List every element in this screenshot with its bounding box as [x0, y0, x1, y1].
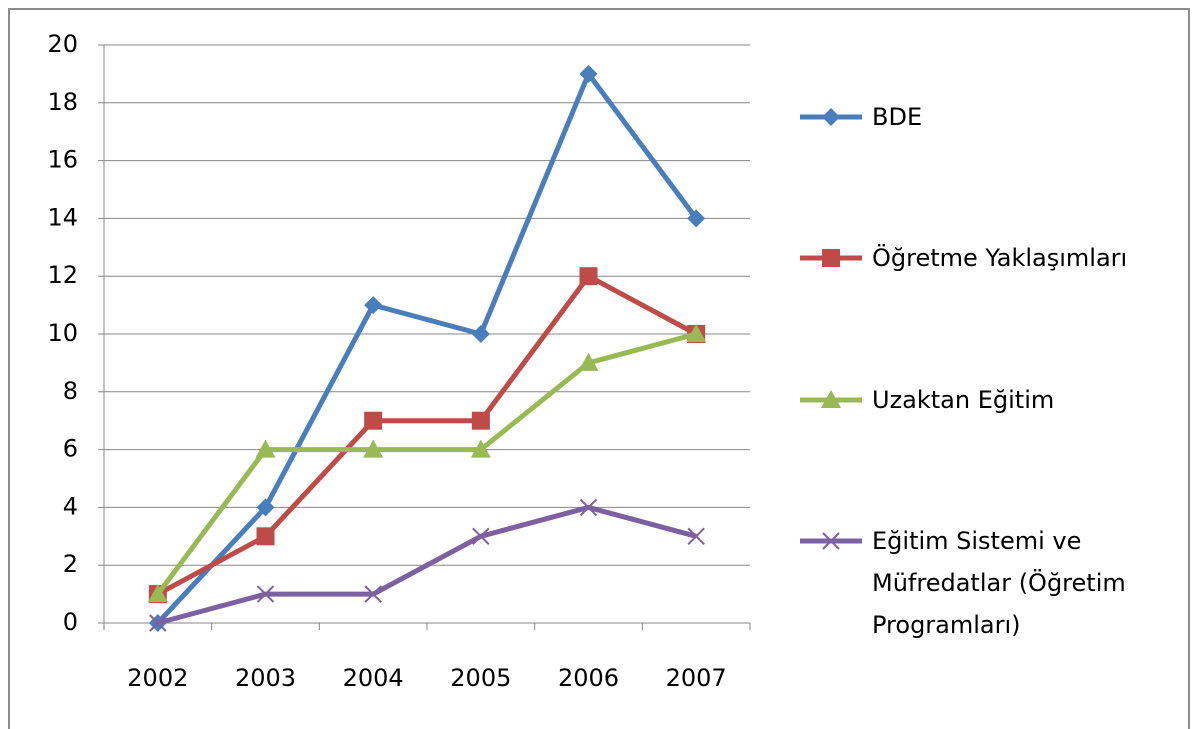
data-point: [255, 439, 276, 458]
x-tick-label: 2003: [235, 664, 296, 692]
data-point: [147, 584, 168, 603]
series-line: [155, 331, 697, 596]
data-point: [256, 527, 275, 546]
data-point: [149, 614, 167, 632]
data-point: [256, 498, 275, 517]
series-line: [156, 273, 698, 597]
x-tick-label: 2002: [127, 664, 188, 692]
legend-marker: [822, 249, 840, 267]
x-tick-label: 2006: [558, 664, 619, 692]
y-tick-label: 10: [47, 319, 78, 347]
data-point: [686, 324, 707, 342]
legend-label: Eğitim Sistemi ve Müfredatlar (Öğretim P…: [872, 527, 1126, 639]
data-point: [364, 296, 383, 315]
chart-frame: [8, 8, 1190, 729]
data-point: [579, 498, 598, 517]
legend-label: Uzaktan Eğitim: [872, 386, 1055, 414]
data-point: [364, 585, 382, 603]
y-tick-label: 20: [47, 30, 78, 58]
data-point: [472, 527, 490, 546]
legend-label: Öğretme Yaklaşımları: [872, 244, 1128, 272]
data-point: [687, 527, 705, 546]
legend-marker: [822, 532, 840, 550]
data-point: [578, 352, 599, 371]
data-point: [471, 411, 490, 430]
y-tick-label: 18: [47, 88, 78, 116]
x-tick-label: 2004: [343, 664, 404, 692]
y-tick-label: 14: [47, 203, 78, 231]
y-tick-label: 0: [63, 608, 78, 636]
legend-label: BDE: [872, 103, 923, 131]
series-line: [156, 71, 699, 625]
data-point: [363, 439, 384, 458]
legend-marker: [822, 108, 840, 126]
data-point: [579, 64, 598, 83]
y-tick-label: 12: [47, 261, 78, 289]
x-tick-label: 2005: [450, 664, 511, 692]
series-line: [157, 504, 697, 626]
y-tick-label: 2: [63, 550, 78, 578]
legend-marker: [821, 390, 841, 408]
y-tick-label: 4: [63, 492, 78, 520]
data-point: [687, 209, 706, 228]
data-point: [471, 325, 490, 343]
y-tick-label: 6: [63, 435, 78, 463]
data-point: [256, 585, 275, 603]
data-point: [470, 439, 491, 458]
x-tick-label: 2007: [666, 664, 727, 692]
y-tick-label: 16: [47, 146, 78, 174]
data-point: [364, 411, 383, 430]
y-tick-label: 8: [63, 377, 78, 405]
data-point: [579, 267, 598, 286]
